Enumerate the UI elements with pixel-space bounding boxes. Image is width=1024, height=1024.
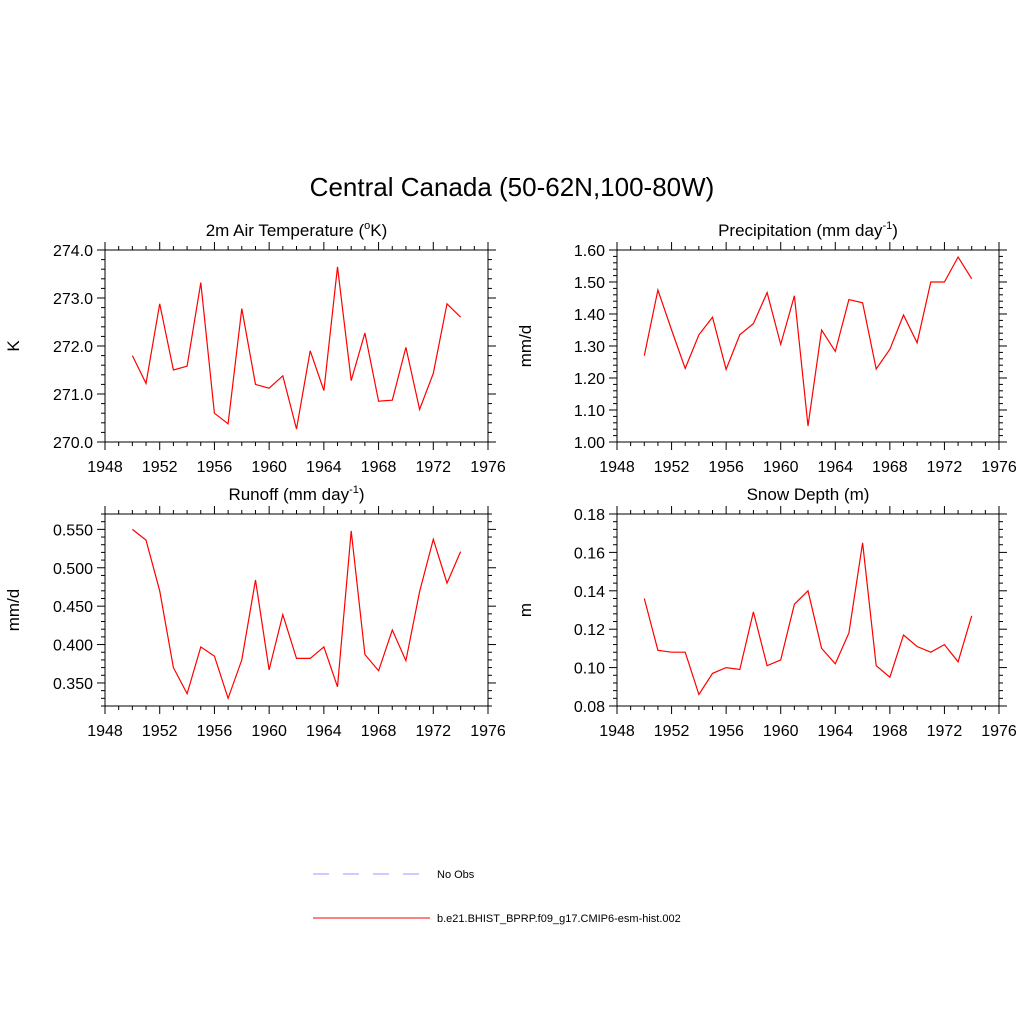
x-tick-label: 1968 [872, 459, 908, 476]
chart-panel-4: Snow Depth (m) m 1948 1952 1956 1960 1964 1968 1… [516, 485, 1017, 740]
y-tick-label: 1.50 [574, 275, 605, 292]
x-tick-label: 1972 [415, 459, 451, 476]
chart-panel-3: Runoff (mm day-1) mm/d 1948 1952 1956 1960 196… [4, 484, 506, 740]
chart-panel-1: 2m Air Temperature (oK) K 1948 1952 1956 1960… [4, 220, 506, 476]
x-tick-label: 1952 [654, 459, 690, 476]
y-tick-label: 0.500 [53, 561, 93, 578]
panel-title-text: 2m Air Temperature ( [206, 221, 365, 240]
panel-title-superscript: -1 [882, 220, 892, 232]
y-tick-label: 0.08 [574, 699, 605, 716]
y-tick-label: 0.14 [574, 584, 605, 601]
x-tick-label: 1976 [981, 459, 1017, 476]
x-tick-label: 1956 [708, 459, 744, 476]
y-axis-label: K [4, 340, 23, 352]
y-tick-label: 0.400 [53, 638, 93, 655]
x-tick-label: 1968 [872, 723, 908, 740]
y-tick-label: 1.10 [574, 403, 605, 420]
legend-model-label: b.e21.BHIST_BPRP.f09_g17.CMIP6-esm-hist.… [437, 913, 681, 925]
x-tick-label: 1948 [87, 459, 123, 476]
panel-title-text: Snow Depth (m) [747, 485, 870, 504]
plot-frame [104, 513, 489, 707]
y-tick-label: 0.10 [574, 661, 605, 678]
panel-title-superscript: -1 [349, 484, 359, 496]
x-tick-label: 1960 [251, 459, 287, 476]
y-tick-label: 0.350 [53, 676, 93, 693]
x-tick-label: 1968 [361, 459, 397, 476]
x-tick-label: 1952 [142, 459, 178, 476]
panel-title-suffix: ) [892, 221, 898, 240]
series-line [132, 528, 462, 701]
x-tick-label: 1956 [197, 459, 233, 476]
main-title: Central Canada (50-62N,100-80W) [310, 172, 715, 202]
x-tick-label: 1964 [817, 459, 853, 476]
y-tick-label: 271.0 [53, 387, 93, 404]
legend: No Obs b.e21.BHIST_BPRP.f09_g17.CMIP6-es… [313, 869, 681, 925]
panel-title: 2m Air Temperature (oK) [206, 220, 388, 240]
y-axis-label: mm/d [4, 589, 23, 632]
series-line [643, 255, 973, 427]
y-tick-label: 0.450 [53, 599, 93, 616]
y-tick-label: 1.30 [574, 339, 605, 356]
panel-title-text: Runoff (mm day [228, 485, 349, 504]
panel-title-text: Precipitation (mm day [718, 221, 883, 240]
x-tick-label: 1964 [306, 459, 342, 476]
series-line [131, 266, 462, 430]
x-tick-label: 1968 [361, 723, 397, 740]
x-tick-label: 1948 [87, 723, 123, 740]
x-tick-label: 1972 [415, 723, 451, 740]
x-tick-label: 1952 [142, 723, 178, 740]
panel-title-superscript: o [364, 220, 370, 232]
x-tick-label: 1948 [599, 459, 635, 476]
chart-panel-2: Precipitation (mm day-1) mm/d 1948 1952 1956… [516, 220, 1017, 476]
y-tick-label: 1.40 [574, 307, 605, 324]
x-tick-label: 1972 [927, 723, 963, 740]
y-tick-label: 1.20 [574, 371, 605, 388]
panel-title: Precipitation (mm day-1) [718, 220, 898, 240]
y-tick-label: 0.12 [574, 622, 605, 639]
y-axis-label: mm/d [516, 325, 535, 368]
y-tick-label: 0.550 [53, 522, 93, 539]
y-tick-label: 0.18 [574, 507, 605, 524]
x-tick-label: 1972 [927, 459, 963, 476]
x-tick-label: 1976 [981, 723, 1017, 740]
x-tick-label: 1952 [654, 723, 690, 740]
panel-title-suffix: ) [359, 485, 365, 504]
x-tick-label: 1964 [817, 723, 853, 740]
x-tick-label: 1960 [763, 723, 799, 740]
x-tick-label: 1964 [306, 723, 342, 740]
x-tick-label: 1960 [763, 459, 799, 476]
legend-obs-label: No Obs [437, 869, 475, 881]
y-tick-label: 1.00 [574, 435, 605, 452]
panel-title: Runoff (mm day-1) [228, 484, 364, 504]
y-axis-label: m [516, 603, 535, 617]
x-tick-label: 1948 [599, 723, 635, 740]
x-tick-label: 1956 [197, 723, 233, 740]
panel-title-suffix: K) [370, 221, 387, 240]
x-tick-label: 1956 [708, 723, 744, 740]
y-tick-label: 270.0 [53, 435, 93, 452]
y-tick-label: 0.16 [574, 545, 605, 562]
y-tick-label: 272.0 [53, 339, 93, 356]
plot-frame [616, 513, 1000, 707]
x-tick-label: 1976 [470, 459, 506, 476]
plot-frame [104, 249, 489, 443]
panel-title: Snow Depth (m) [747, 485, 870, 504]
y-tick-label: 273.0 [53, 291, 93, 308]
y-tick-label: 1.60 [574, 243, 605, 260]
plot-frame [616, 249, 1000, 443]
series-line [643, 542, 973, 696]
x-tick-label: 1976 [470, 723, 506, 740]
panels: 2m Air Temperature (oK) K 1948 1952 1956 1960… [4, 220, 1017, 740]
x-tick-label: 1960 [251, 723, 287, 740]
y-tick-label: 274.0 [53, 243, 93, 260]
